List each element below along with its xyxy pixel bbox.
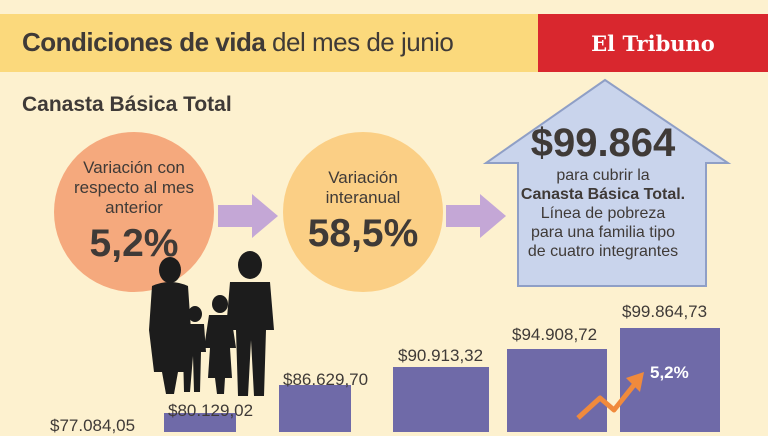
bar bbox=[393, 367, 489, 432]
arrow-body-1 bbox=[218, 205, 252, 227]
brand-logo: El Tribuno bbox=[538, 14, 768, 72]
yearly-variation-value: 58,5% bbox=[307, 212, 419, 255]
house-icon bbox=[482, 78, 732, 287]
house-line-4: para una familia tipo bbox=[530, 224, 676, 241]
arrow-right-icon bbox=[480, 194, 506, 238]
bar-value-label: $80.129,02 bbox=[168, 401, 254, 420]
trend-arrow-icon bbox=[576, 372, 644, 420]
house-line-2: Canasta Básica Total. bbox=[520, 186, 686, 203]
bar-annotation: 5,2% bbox=[650, 363, 689, 382]
monthly-variation-label: Variación con respecto al mes anterior bbox=[74, 158, 194, 217]
bar-value-label: $90.913,32 bbox=[398, 346, 484, 365]
house-text-block: $99.864 para cubrir la Canasta Básica To… bbox=[488, 120, 718, 261]
house-line-1: para cubrir la bbox=[556, 167, 650, 184]
family-silhouette-icon bbox=[149, 251, 274, 396]
bar bbox=[164, 413, 236, 432]
bar-value-label: $77.084,05 bbox=[50, 416, 136, 435]
house-line-5: de cuatro integrantes bbox=[527, 243, 679, 260]
bar-value-label: $94.908,72 bbox=[512, 325, 598, 344]
bar-value-label: $99.864,73 bbox=[622, 302, 708, 321]
bar-value-label: $86.629,70 bbox=[283, 370, 369, 389]
page-title: Condiciones de vida del mes de junio bbox=[22, 27, 454, 58]
house-line-3: Línea de pobreza bbox=[540, 205, 666, 222]
poverty-line-amount: $99.864 bbox=[530, 121, 676, 165]
arrow-body-2 bbox=[446, 205, 480, 227]
page-title-rest: del mes de junio bbox=[265, 27, 454, 57]
section-title: Canasta Básica Total bbox=[22, 93, 232, 116]
yearly-variation-label: Variación interanual bbox=[325, 168, 401, 207]
arrow-right-icon bbox=[252, 194, 278, 238]
monthly-variation-value: 5,2% bbox=[89, 222, 179, 265]
monthly-variation-circle: Variación con respecto al mes anterior 5… bbox=[54, 132, 214, 292]
bar bbox=[279, 385, 351, 432]
yearly-variation-circle: Variación interanual 58,5% bbox=[283, 132, 443, 292]
page-title-bold: Condiciones de vida bbox=[22, 27, 266, 57]
bar bbox=[507, 349, 607, 432]
